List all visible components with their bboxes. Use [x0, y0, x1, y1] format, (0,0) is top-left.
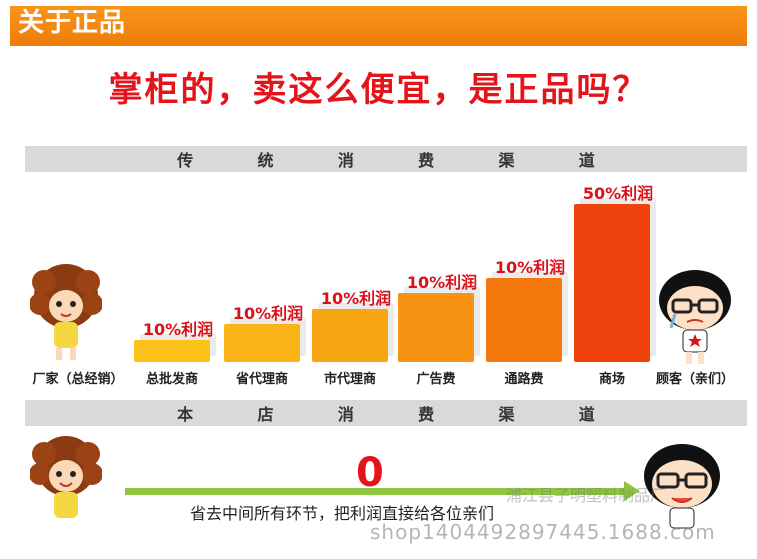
- profit-bar-label: 10%利润: [232, 304, 304, 323]
- header-title: 关于正品: [18, 8, 127, 38]
- customer-label: 顾客（亲们）: [655, 372, 735, 387]
- headline: 掌柜的，卖这么便宜，是正品吗？: [108, 70, 649, 110]
- store-strip-char: 本: [177, 405, 194, 424]
- profit-bar-label: 50%利润: [582, 184, 654, 203]
- channel-category-label: 广告费: [416, 372, 456, 387]
- arrow-head-icon: [624, 481, 640, 501]
- channel-category-label: 市代理商: [323, 372, 377, 387]
- channel-category-label: 通路费: [504, 372, 544, 387]
- profit-bar: [134, 340, 210, 362]
- store-strip-char: 道: [578, 405, 595, 424]
- profit-bar: [574, 204, 650, 362]
- store-strip-char: 渠: [498, 405, 515, 424]
- direct-channel-caption: 省去中间所有环节，把利润直接给各位亲们: [190, 504, 495, 523]
- traditional-strip-char: 传: [177, 151, 194, 170]
- profit-bar-label: 10%利润: [320, 289, 392, 308]
- store-strip-char: 消: [337, 405, 354, 424]
- happy-customer-icon: [644, 444, 720, 529]
- watermark-url: shop1404492897445.1688.com: [370, 520, 716, 544]
- store-character-icon: [30, 436, 102, 518]
- profit-bar-label: 10%利润: [142, 320, 214, 339]
- channel-category-label: 商场: [598, 372, 626, 387]
- traditional-strip-char: 消: [337, 151, 354, 170]
- profit-bar: [224, 324, 300, 362]
- traditional-strip-char: 统: [257, 151, 274, 170]
- manufacturer-character-icon: [30, 264, 102, 360]
- channel-category-label: 省代理商: [235, 372, 289, 387]
- store-channel-strip: 本店消费渠道: [25, 400, 747, 426]
- traditional-strip-char: 渠: [498, 151, 515, 170]
- watermark-company: 浦江县子明塑料制品厂: [506, 486, 667, 505]
- traditional-channel-strip: 传统消费渠道: [25, 146, 747, 172]
- profit-bar-label: 10%利润: [406, 273, 478, 292]
- customer-character-icon: [659, 270, 731, 364]
- direct-channel-arrow: [125, 488, 625, 495]
- manufacturer-label: 厂家（总经销）: [32, 372, 124, 387]
- profit-bar: [398, 293, 474, 362]
- profit-bar: [486, 278, 562, 362]
- profit-chart: 10%利润总批发商 10%利润省代理商 10%利润市代理商 10%利润广告费 10%利润…: [0, 172, 757, 392]
- profit-bar-label: 10%利润: [494, 258, 566, 277]
- channel-category-label: 总批发商: [145, 372, 199, 387]
- profit-bar: [312, 309, 388, 362]
- header-banner: [10, 6, 747, 46]
- traditional-strip-char: 费: [418, 151, 435, 170]
- traditional-strip-char: 道: [578, 151, 595, 170]
- store-strip-char: 店: [257, 405, 274, 424]
- store-strip-char: 费: [418, 405, 435, 424]
